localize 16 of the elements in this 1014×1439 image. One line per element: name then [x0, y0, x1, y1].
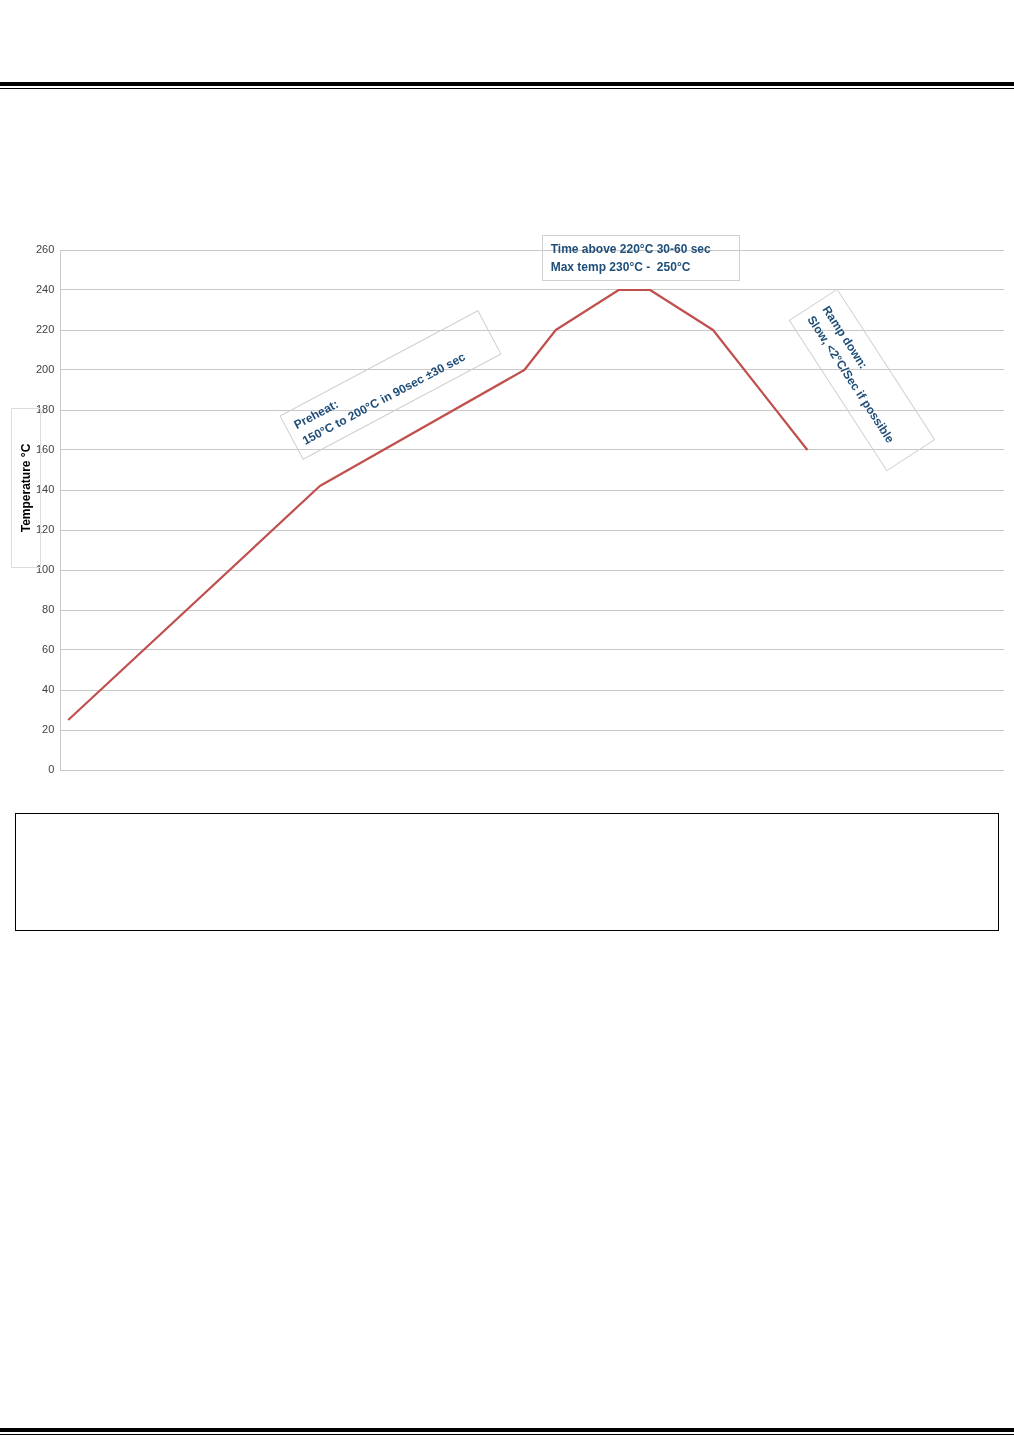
- y-tick-label: 120: [35, 523, 55, 536]
- y-tick-label: 0: [48, 763, 55, 776]
- y-tick-label: 20: [42, 723, 55, 736]
- y-tick-label: 220: [35, 323, 55, 336]
- y-tick-label: 180: [35, 403, 55, 416]
- y-tick-label: 160: [35, 443, 55, 456]
- y-tick-label: 260: [35, 243, 55, 256]
- y-tick-label: 200: [35, 363, 55, 376]
- y-tick-label: 100: [35, 563, 55, 576]
- y-axis-title: Temperature °C: [19, 443, 34, 533]
- y-tick-label: 140: [35, 483, 55, 496]
- y-tick-label: 40: [42, 683, 55, 696]
- y-tick-label: 80: [42, 603, 55, 616]
- annotation: Time above 220°C 30-60 sec Max temp 230°C - 250°C: [541, 234, 740, 281]
- y-tick-label: 60: [42, 643, 55, 656]
- y-tick-label: 240: [35, 283, 55, 296]
